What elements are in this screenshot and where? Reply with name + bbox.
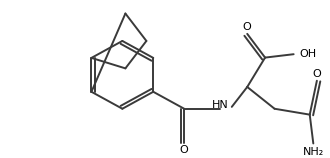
Text: O: O [180,145,188,155]
Text: NH₂: NH₂ [303,147,324,157]
Text: O: O [313,69,321,79]
Text: O: O [243,22,251,32]
Text: HN: HN [212,100,228,110]
Text: OH: OH [299,49,316,59]
